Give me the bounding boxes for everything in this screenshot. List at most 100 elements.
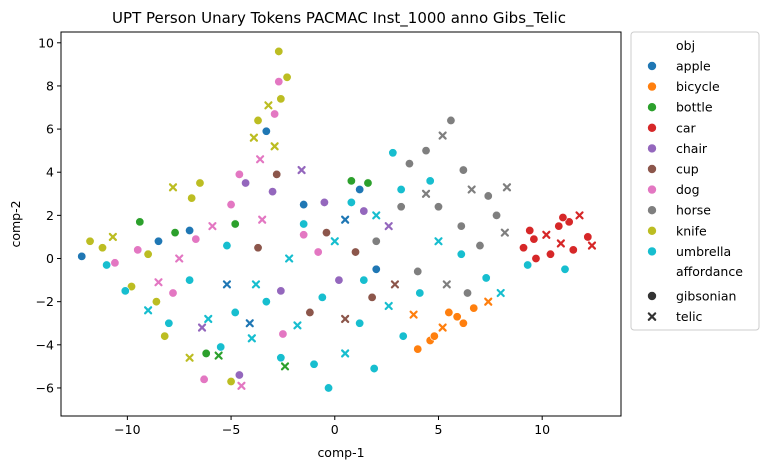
- point-car-telic: [556, 239, 565, 248]
- point-horse-gibsonian: [483, 191, 493, 201]
- point-umbrella-gibsonian: [299, 219, 309, 229]
- point-umbrella-gibsonian: [120, 286, 130, 296]
- x-axis: −10 −5 0 5 10: [114, 416, 550, 437]
- point-umbrella-gibsonian: [309, 359, 319, 369]
- point-chair-gibsonian: [234, 370, 244, 380]
- point-dog-gibsonian: [226, 200, 236, 210]
- y-axis-label: comp-2: [8, 200, 23, 247]
- point-car-gibsonian: [564, 217, 574, 227]
- x-axis-label: comp-1: [317, 445, 364, 460]
- point-umbrella-gibsonian: [523, 260, 533, 270]
- point-umbrella-gibsonian: [425, 176, 435, 186]
- point-car-gibsonian: [568, 245, 578, 255]
- point-horse-gibsonian: [446, 115, 456, 125]
- point-horse-gibsonian: [421, 146, 431, 156]
- point-umbrella-telic: [372, 211, 381, 220]
- legend-marker-bicycle: [647, 81, 657, 92]
- point-horse-gibsonian: [404, 159, 414, 169]
- chart-title: UPT Person Unary Tokens PACMAC Inst_1000…: [112, 9, 566, 28]
- legend-label-chair: chair: [676, 141, 708, 156]
- point-apple-gibsonian: [355, 184, 365, 194]
- point-umbrella-gibsonian: [346, 197, 356, 207]
- x-tick-label: 0: [331, 422, 339, 437]
- point-knife-gibsonian: [85, 236, 95, 246]
- point-knife-gibsonian: [276, 94, 286, 104]
- point-umbrella-gibsonian: [324, 383, 334, 393]
- legend-label-bottle: bottle: [676, 100, 713, 115]
- point-umbrella-telic: [384, 301, 393, 311]
- point-cup-gibsonian: [321, 228, 331, 238]
- point-horse-gibsonian: [396, 202, 406, 212]
- legend-label-telic: telic: [676, 309, 703, 324]
- point-chair-gibsonian: [359, 206, 369, 216]
- point-car-gibsonian: [545, 249, 555, 259]
- point-umbrella-gibsonian: [560, 264, 570, 274]
- point-umbrella-gibsonian: [216, 342, 226, 352]
- point-cup-gibsonian: [305, 307, 315, 317]
- legend-label-bicycle: bicycle: [676, 79, 720, 94]
- legend-label-gibsonian: gibsonian: [676, 289, 736, 304]
- point-dog-gibsonian: [168, 288, 178, 298]
- legend-label-knife: knife: [676, 223, 707, 238]
- plot-points: [77, 46, 597, 393]
- point-dog-gibsonian: [270, 109, 280, 119]
- legend-marker-gibsonian: [647, 291, 657, 301]
- point-apple-gibsonian: [153, 236, 163, 246]
- point-horse-telic: [467, 185, 476, 194]
- legend-label-cup: cup: [676, 162, 699, 177]
- point-umbrella-gibsonian: [261, 297, 271, 307]
- point-knife-gibsonian: [195, 178, 205, 188]
- point-knife-gibsonian: [151, 297, 161, 307]
- point-horse-gibsonian: [456, 221, 466, 231]
- point-bottle-telic: [280, 362, 290, 371]
- point-car-telic: [587, 241, 597, 250]
- point-horse-telic: [421, 189, 431, 198]
- point-bottle-gibsonian: [201, 348, 211, 358]
- point-apple-gibsonian: [261, 126, 271, 136]
- point-bicycle-gibsonian: [413, 344, 423, 354]
- point-horse-gibsonian: [413, 266, 423, 276]
- point-knife-gibsonian: [127, 282, 137, 292]
- point-horse-gibsonian: [433, 202, 443, 212]
- point-horse-gibsonian: [371, 236, 381, 246]
- point-umbrella-gibsonian: [396, 184, 406, 194]
- y-tick-label: 10: [38, 35, 54, 50]
- plot-frame: [60, 31, 622, 417]
- point-dog-gibsonian: [299, 230, 309, 240]
- point-dog-telic: [256, 155, 265, 164]
- y-tick-label: −6: [36, 380, 54, 395]
- y-tick-label: 0: [46, 251, 54, 266]
- point-umbrella-telic: [251, 280, 261, 289]
- point-umbrella-gibsonian: [185, 275, 195, 285]
- point-horse-gibsonian: [492, 210, 502, 220]
- point-chair-gibsonian: [268, 187, 278, 197]
- point-car-gibsonian: [529, 234, 539, 244]
- point-umbrella-telic: [330, 237, 339, 246]
- point-knife-gibsonian: [187, 193, 197, 203]
- point-bottle-telic: [214, 351, 223, 360]
- x-tick-label: 10: [534, 422, 550, 437]
- point-bottle-gibsonian: [346, 176, 356, 186]
- point-umbrella-gibsonian: [355, 318, 365, 328]
- point-apple-telic: [245, 319, 254, 328]
- legend-marker-horse: [647, 205, 657, 215]
- point-horse-gibsonian: [463, 288, 473, 298]
- point-bottle-gibsonian: [170, 228, 180, 238]
- legend-hue-items: apple bicycle bottle car chair cup dog horse kni…: [647, 59, 731, 259]
- point-apple-gibsonian: [185, 225, 195, 235]
- point-horse-telic: [438, 131, 447, 140]
- point-car-gibsonian: [531, 254, 541, 264]
- point-umbrella-gibsonian: [164, 318, 174, 328]
- legend-style-title: affordance: [676, 264, 743, 279]
- point-umbrella-gibsonian: [481, 273, 491, 283]
- x-tick-label: −5: [222, 422, 240, 437]
- y-axis: −6 −4 −2 0 2 4 6 8 10: [36, 35, 61, 395]
- point-umbrella-gibsonian: [388, 148, 398, 158]
- point-umbrella-telic: [496, 288, 505, 298]
- point-bottle-gibsonian: [363, 178, 373, 188]
- legend-marker-apple: [647, 61, 657, 71]
- point-umbrella-gibsonian: [222, 241, 232, 251]
- point-dog-telic: [237, 381, 246, 390]
- legend-marker-dog: [647, 184, 657, 195]
- point-apple-gibsonian: [371, 264, 381, 274]
